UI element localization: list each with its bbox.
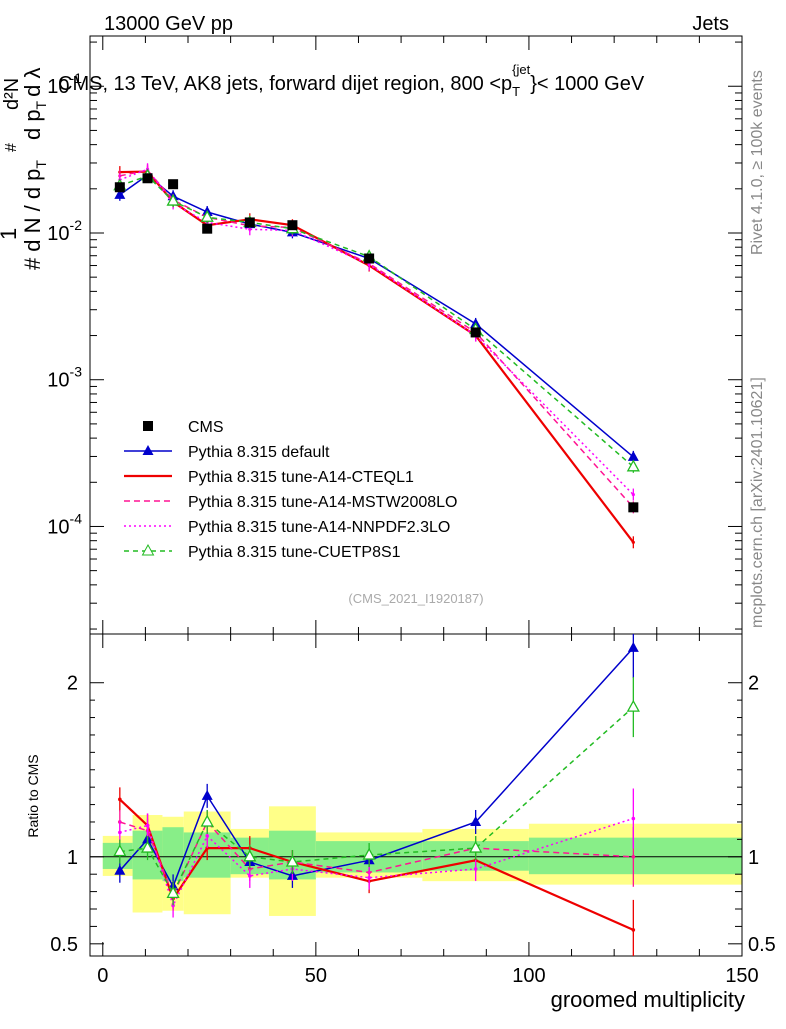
mcplots-label: mcplots.cern.ch [arXiv:2401.10621]: [749, 377, 766, 628]
ratio-point: [205, 846, 209, 850]
ratio-series-line: [119, 817, 634, 908]
ratio-point: [201, 789, 213, 800]
series-point: [114, 188, 126, 199]
ratio-point: [200, 814, 214, 827]
ylabel-hash2: #: [3, 143, 20, 152]
ratio-y-tick-label-right: 2: [748, 673, 759, 695]
data-point: [287, 220, 298, 231]
data-point: [244, 217, 255, 228]
ratio-point: [140, 840, 155, 853]
x-axis-label: groomed multiplicity: [551, 987, 745, 1012]
legend-label: Pythia 8.315 tune-A14-CTEQL1: [188, 469, 414, 486]
plot-title: CMS, 13 TeV, AK8 jets, forward dijet reg…: [58, 62, 645, 99]
ratio-y-tick-label: 0.5: [50, 934, 78, 956]
x-tick-label: 150: [725, 965, 758, 987]
series-point: [166, 193, 180, 206]
ratio-point: [171, 903, 175, 908]
series-point: [631, 540, 635, 544]
legend: CMS Pythia 8.315 default Pythia 8.315 tune…: [124, 419, 457, 561]
y-tick-label: 10-4: [47, 510, 82, 538]
rivet-label: Rivet 4.1.0, ≥ 100k events: [749, 70, 766, 255]
y-tick-label: 10-2: [47, 217, 82, 245]
ylabel-dlambda: d λ: [20, 68, 45, 97]
ratio-point: [631, 816, 636, 821]
ratio-plot: 0.5 0.5 1 1 2 2 0 50 100 150: [50, 633, 776, 987]
ratio-point: [285, 854, 300, 867]
main-ylabel: #d N / d pTd pTd λ 1 # d²N: [0, 68, 49, 270]
series-point: [367, 262, 371, 267]
series-point: [626, 459, 640, 472]
legend-marker-data: [143, 421, 153, 431]
ylabel-d2N: d²N: [1, 78, 23, 110]
ratio-point: [469, 840, 483, 853]
ratio-point: [248, 874, 252, 878]
legend-label: Pythia 8.315 tune-CUETP8S1: [188, 544, 401, 561]
analysis-label: (CMS_2021_I1920187): [348, 591, 483, 606]
ratio-point: [627, 641, 639, 652]
x-tick-label: 0: [97, 965, 108, 987]
y-tick-label: 10-3: [47, 364, 82, 392]
ratio-y-tick-label-right: 0.5: [748, 934, 776, 956]
ratio-frame: [89, 633, 743, 957]
ratio-y-tick-label: 1: [67, 847, 78, 869]
ratio-point: [243, 849, 257, 862]
ylabel-one: 1: [0, 228, 21, 240]
x-tick-label: 50: [305, 965, 327, 987]
ratio-point: [118, 830, 122, 835]
legend-marker: [141, 543, 155, 556]
title-sub-T: T: [512, 84, 520, 99]
title-main: CMS, 13 TeV, AK8 jets, forward dijet reg…: [58, 73, 512, 95]
legend-label: Pythia 8.315 tune-A14-NNPDF2.3LO: [188, 519, 450, 536]
data-point: [628, 502, 639, 513]
ratio-point: [166, 885, 180, 898]
title-close: }< 1000 GeV: [530, 73, 645, 95]
ratio-point: [145, 823, 150, 828]
x-tick-label: 100: [512, 965, 545, 987]
ylabel-dpT: d p: [20, 109, 45, 140]
ratio-point: [470, 815, 482, 826]
uncertainty-band-green: [528, 837, 742, 875]
data-point: [142, 173, 153, 184]
data-point: [114, 182, 125, 193]
series-point: [631, 492, 635, 497]
ratio-point: [631, 854, 636, 859]
ratio-series-line: [119, 706, 634, 895]
legend-marker: [142, 445, 154, 455]
ylabel-hash: #: [20, 257, 45, 270]
ratio-point: [118, 797, 122, 802]
ratio-ylabel: Ratio to CMS: [25, 754, 41, 837]
svg-text:#d N / d pTd pTd λ: #d N / d pTd pTd λ: [20, 68, 49, 270]
ratio-point: [367, 875, 371, 880]
series-point: [627, 450, 639, 461]
legend-label: CMS: [188, 419, 224, 436]
ylabel-T: T: [33, 160, 49, 169]
ratio-point: [205, 834, 209, 838]
legend-label: Pythia 8.315 tune-A14-MSTW2008LO: [188, 494, 457, 511]
series-point: [200, 209, 214, 222]
ratio-y-tick-label: 2: [67, 673, 78, 695]
legend-label: Pythia 8.315 default: [188, 444, 330, 461]
title-sup-jet: {jet: [512, 62, 530, 77]
data-point: [364, 253, 375, 264]
uncertainty-band-green: [162, 827, 184, 882]
ratio-point: [114, 864, 126, 875]
ratio-point: [631, 928, 636, 932]
ylabel-dN-over: d N / d p: [20, 169, 45, 252]
series-point: [248, 227, 252, 231]
series-line: [119, 169, 634, 508]
ratio-y-tick-label-right: 1: [748, 847, 759, 869]
ratio-point: [473, 867, 478, 871]
ratio-point: [113, 844, 127, 857]
ratio-point: [626, 699, 640, 712]
series-line: [119, 168, 634, 496]
ylabel-T2: T: [33, 100, 49, 109]
data-point: [168, 179, 179, 190]
category-label: Jets: [692, 13, 729, 35]
data-point: [470, 327, 481, 338]
ratio-point: [362, 847, 376, 860]
data-point: [202, 223, 213, 234]
series-line: [119, 170, 635, 543]
energy-label: 13000 GeV pp: [104, 13, 233, 35]
